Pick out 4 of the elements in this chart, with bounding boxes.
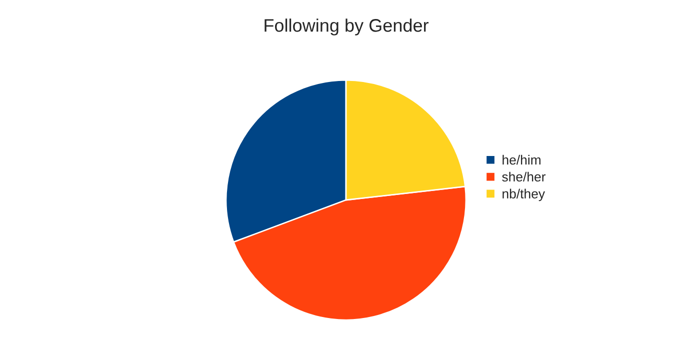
legend-label: nb/they <box>502 188 545 202</box>
chart-title: Following by Gender <box>264 18 429 36</box>
legend-label: she/her <box>502 172 546 182</box>
legend-label: he/him <box>502 154 540 165</box>
